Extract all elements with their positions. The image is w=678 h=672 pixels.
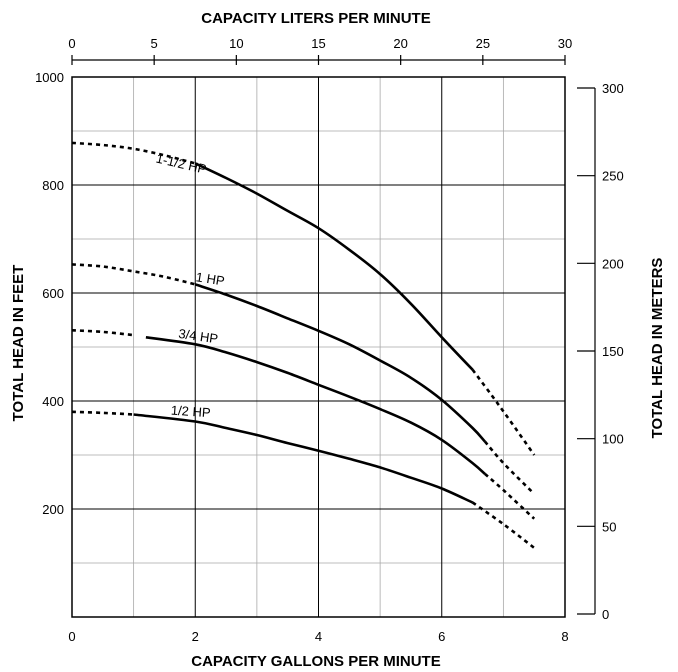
right-axis-tick-label: 200 bbox=[602, 256, 624, 271]
curve-label-1-hp: 1 HP bbox=[195, 269, 226, 288]
top-axis-tick-label: 10 bbox=[229, 36, 243, 51]
x-tick-label: 8 bbox=[561, 629, 568, 644]
right-axis-tick-label: 100 bbox=[602, 432, 624, 447]
curve-3-4-hp-dashed-end bbox=[484, 472, 536, 520]
x-axis-title: CAPACITY GALLONS PER MINUTE bbox=[191, 653, 440, 670]
y-tick-label: 200 bbox=[42, 502, 64, 517]
y2-axis-title: TOTAL HEAD IN METERS bbox=[649, 258, 666, 439]
x-tick-label: 6 bbox=[438, 629, 445, 644]
curve-3-4-hp-dashed-start bbox=[71, 329, 134, 337]
right-axis-tick-label: 250 bbox=[602, 169, 624, 184]
y-tick-label: 400 bbox=[42, 394, 64, 409]
curve-label-1-1-2-hp: 1-1/2 HP bbox=[155, 151, 208, 177]
curve-1-hp-dashed-end bbox=[483, 440, 536, 495]
curve-1-2-hp-dashed-end bbox=[471, 501, 536, 549]
curve-labels: 1-1/2 HP 1 HP 3/4 HP 1/2 HP bbox=[155, 151, 226, 421]
top-axis-tick-label: 20 bbox=[393, 36, 407, 51]
right-axis-tick-label: 0 bbox=[602, 607, 609, 622]
top-axis-tick-label: 25 bbox=[476, 36, 490, 51]
top-axis-title: CAPACITY LITERS PER MINUTE bbox=[201, 10, 430, 27]
y-tick-label: 800 bbox=[42, 178, 64, 193]
y-axis-ticks: 200 400 600 800 1000 bbox=[35, 70, 64, 517]
curve-label-3-4-hp: 3/4 HP bbox=[178, 326, 219, 346]
top-axis-tick-label: 15 bbox=[311, 36, 325, 51]
curve-1-2-hp-solid bbox=[133, 413, 474, 504]
x-tick-label: 4 bbox=[315, 629, 322, 644]
top-axis-tick-label: 5 bbox=[151, 36, 158, 51]
right-axis-tick-label: 300 bbox=[602, 81, 624, 96]
x-axis-ticks: 0 2 4 6 8 bbox=[68, 629, 568, 644]
curve-1-hp-solid bbox=[194, 283, 486, 443]
plot-frame bbox=[71, 76, 566, 618]
right-axis-meters: 0 50 100 150 200 250 300 bbox=[577, 81, 624, 622]
y-tick-label: 600 bbox=[42, 286, 64, 301]
x-tick-label: 0 bbox=[68, 629, 75, 644]
pump-curves bbox=[71, 141, 536, 549]
right-axis-tick-label: 50 bbox=[602, 519, 616, 534]
major-gridlines bbox=[72, 77, 565, 617]
top-axis-tick-label: 0 bbox=[68, 36, 75, 51]
y-tick-label: 1000 bbox=[35, 70, 64, 85]
top-axis-liters: 0 5 10 15 20 25 30 bbox=[68, 36, 572, 65]
curve-label-1-2-hp: 1/2 HP bbox=[170, 403, 211, 421]
y-axis-title: TOTAL HEAD IN FEET bbox=[10, 265, 27, 422]
curve-3-4-hp-solid bbox=[145, 336, 486, 475]
x-tick-label: 2 bbox=[192, 629, 199, 644]
curve-1-1-2-hp-solid bbox=[194, 162, 474, 371]
curve-1-2-hp-dashed-start bbox=[71, 410, 134, 416]
top-axis-tick-label: 30 bbox=[558, 36, 572, 51]
right-axis-tick-label: 150 bbox=[602, 344, 624, 359]
